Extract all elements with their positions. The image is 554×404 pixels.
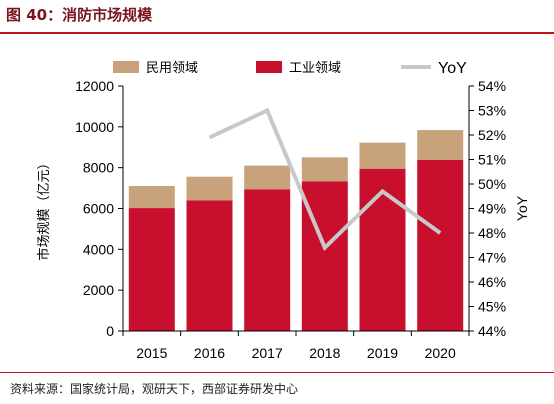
legend: 民用领域 工业领域 YoY xyxy=(113,60,467,77)
title-divider xyxy=(0,32,554,34)
page-title: 图 40：消防市场规模 xyxy=(6,6,153,24)
yoy-line-group xyxy=(208,107,442,252)
left-tick-label: 4000 xyxy=(83,241,114,257)
bar-industrial-2017 xyxy=(244,189,291,331)
left-tick-label: 2000 xyxy=(83,282,114,298)
right-tick-label: 54% xyxy=(478,78,506,94)
bar-industrial-2015 xyxy=(128,208,175,331)
footer-divider xyxy=(0,372,554,373)
left-tick-label: 10000 xyxy=(75,119,114,135)
x-tick-label: 2016 xyxy=(194,345,225,361)
right-tick-label: 48% xyxy=(478,225,506,241)
legend-swatch-1 xyxy=(256,61,282,73)
right-tick-label: 51% xyxy=(478,152,506,168)
x-tick-label: 2018 xyxy=(309,345,340,361)
bar-civil-2018 xyxy=(301,157,348,182)
bar-industrial-2018 xyxy=(301,181,348,331)
bar-civil-2015 xyxy=(128,186,175,208)
y-left-axis-title: 市场规模（亿元） xyxy=(36,156,52,260)
left-tick-label: 12000 xyxy=(75,78,114,94)
left-tick-label: 0 xyxy=(106,323,114,339)
right-tick-label: 44% xyxy=(478,323,506,339)
legend-label-0: 民用领域 xyxy=(146,61,198,76)
right-tick-label: 50% xyxy=(478,176,506,192)
bars xyxy=(128,130,464,331)
right-tick-label: 47% xyxy=(478,250,506,266)
bar-industrial-2019 xyxy=(359,168,406,331)
legend-swatch-0 xyxy=(113,61,139,73)
right-tick-label: 46% xyxy=(478,274,506,290)
left-tick-label: 8000 xyxy=(83,160,114,176)
x-tick-label: 2015 xyxy=(136,345,167,361)
right-tick-label: 53% xyxy=(478,103,506,119)
bar-civil-2017 xyxy=(244,165,291,190)
x-tick-label: 2020 xyxy=(425,345,456,361)
bar-civil-2020 xyxy=(417,130,464,160)
market-size-chart: 民用领域 工业领域 YoY 0 2000 4000 6000 8000 10000 12000 4… xyxy=(36,60,530,361)
x-tick-label: 2019 xyxy=(367,345,398,361)
right-tick-label: 45% xyxy=(478,299,506,315)
source-note: 资料来源：国家统计局，观研天下，西部证券研发中心 xyxy=(10,382,299,396)
y-right-axis-title: YoY xyxy=(514,195,530,221)
bar-civil-2016 xyxy=(186,176,233,201)
x-tick-label: 2017 xyxy=(252,345,283,361)
bar-industrial-2016 xyxy=(186,200,233,331)
right-tick-label: 52% xyxy=(478,127,506,143)
left-tick-label: 6000 xyxy=(83,201,114,217)
bar-industrial-2020 xyxy=(417,159,464,331)
legend-label-1: 工业领域 xyxy=(289,61,341,76)
legend-label-2: YoY xyxy=(438,60,467,77)
right-tick-label: 49% xyxy=(478,201,506,217)
axes: 0 2000 4000 6000 8000 10000 12000 44% 45% 46% 47% 4… xyxy=(36,78,530,361)
bar-civil-2019 xyxy=(359,142,406,169)
